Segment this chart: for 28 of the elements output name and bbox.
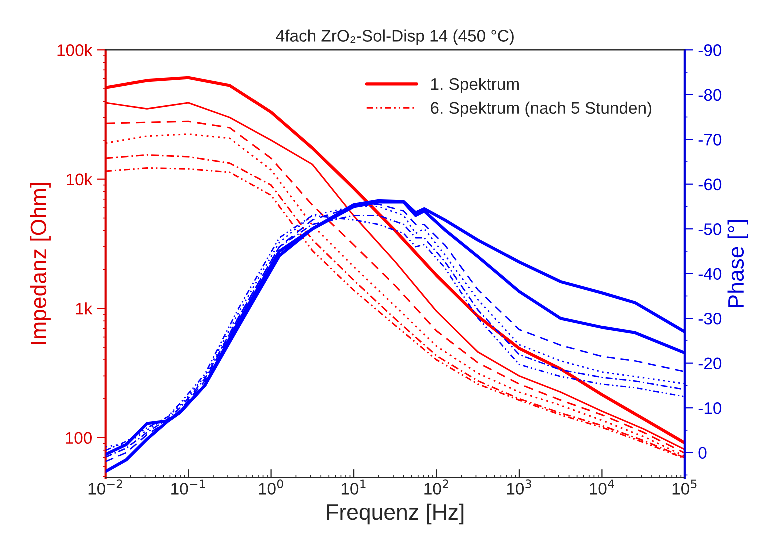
y-tick-label: 10k <box>67 173 93 186</box>
chart-title: 4fach ZrO₂-Sol-Disp 14 (450 °C) <box>276 30 514 46</box>
y2-axis-title: Phase [°] <box>728 220 748 308</box>
y-tick-label: 100k <box>58 44 93 56</box>
y2-tick-label: -30 <box>698 313 722 325</box>
y2-tick-label: -40 <box>698 268 722 280</box>
y-tick-label: 1k <box>76 302 93 315</box>
y2-tick-label: -70 <box>698 134 722 146</box>
y-tick-label: 100 <box>66 432 92 444</box>
y2-tick-label: -60 <box>698 178 722 191</box>
x-tick-label: 10$^{1}$ <box>342 480 366 495</box>
legend-label: 6. Spektrum (nach 5 Stunden) <box>431 102 652 118</box>
x-axis-title: Frequenz [Hz] <box>327 504 464 525</box>
y2-tick-label: -10 <box>698 402 722 414</box>
x-tick-label: 10$^{−1}$ <box>172 480 206 495</box>
y2-tick-label: -80 <box>698 89 722 102</box>
x-tick-label: 10$^{5}$ <box>672 480 697 495</box>
x-tick-label: 10$^{0}$ <box>259 480 284 495</box>
y2-tick-label: -20 <box>698 358 722 370</box>
x-tick-label: 10$^{4}$ <box>590 480 614 495</box>
x-tick-label: 10$^{2}$ <box>424 480 448 495</box>
y-axis-title: Impedanz [Ohm] <box>30 183 51 344</box>
legend-label: 1. Spektrum <box>432 78 519 94</box>
x-tick-label: 10$^{3}$ <box>507 480 532 495</box>
x-tick-label: 10$^{−2}$ <box>88 480 122 495</box>
y2-tick-label: 0 <box>698 447 707 460</box>
y2-tick-label: -50 <box>698 224 722 236</box>
y2-tick-label: -90 <box>698 44 722 56</box>
